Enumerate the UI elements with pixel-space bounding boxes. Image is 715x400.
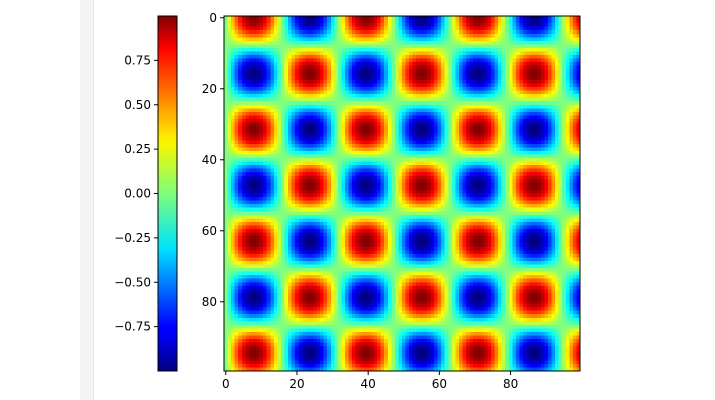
y-tick-label: 60 [202, 224, 217, 238]
colorbar-tick-label: 0.75 [124, 53, 151, 67]
heatmap-axes: 0 20 40 60 80 0 20 40 60 80 [202, 11, 519, 391]
heatmap-image [224, 16, 580, 371]
notebook-gutter [80, 0, 94, 400]
x-tick-label: 40 [361, 377, 376, 391]
y-axis-ticks: 0 20 40 60 80 [202, 11, 224, 309]
y-tick-label: 40 [202, 153, 217, 167]
x-tick-label: 20 [289, 377, 304, 391]
colorbar-gradient [158, 16, 177, 371]
colorbar: 0.75 0.50 0.25 0.00 −0.25 −0.50 −0.75 [114, 15, 178, 372]
colorbar-tick-label: 0.50 [124, 98, 151, 112]
x-tick-label: 0 [222, 377, 230, 391]
colorbar-ticks: 0.75 0.50 0.25 0.00 −0.25 −0.50 −0.75 [114, 53, 158, 334]
colorbar-tick-label: −0.75 [114, 320, 151, 334]
x-axis-ticks: 0 20 40 60 80 [222, 371, 518, 391]
y-tick-label: 20 [202, 82, 217, 96]
y-tick-label: 0 [209, 11, 217, 25]
colorbar-tick-label: −0.50 [114, 275, 151, 289]
colorbar-tick-label: −0.25 [114, 231, 151, 245]
y-tick-label: 80 [202, 295, 217, 309]
x-tick-label: 80 [503, 377, 518, 391]
colorbar-tick-label: 0.25 [124, 142, 151, 156]
colorbar-tick-label: 0.00 [124, 187, 151, 201]
x-tick-label: 60 [432, 377, 447, 391]
